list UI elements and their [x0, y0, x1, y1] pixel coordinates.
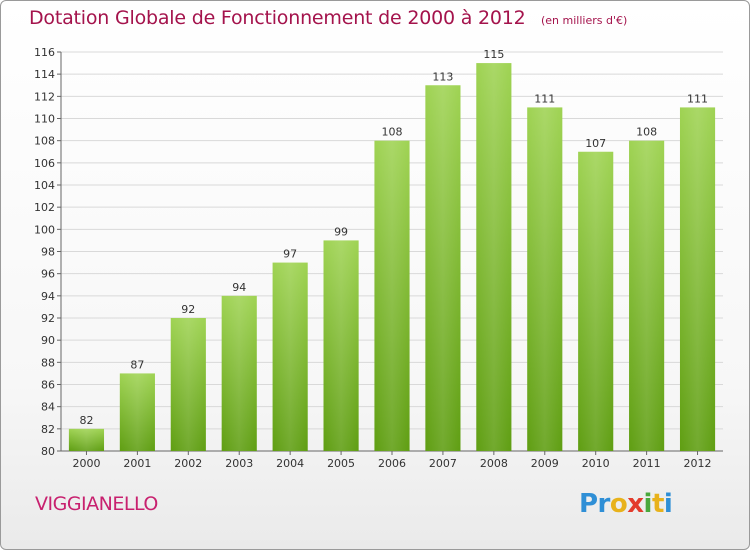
data-label: 82 [79, 414, 93, 427]
data-label: 94 [232, 281, 246, 294]
y-tick-label: 100 [34, 223, 55, 236]
data-label: 99 [334, 225, 348, 238]
x-tick-label: 2003 [225, 457, 253, 470]
bar-highlight [629, 140, 665, 451]
logo-part: i [643, 489, 653, 519]
y-tick-label: 104 [34, 179, 55, 192]
x-tick-label: 2000 [72, 457, 100, 470]
y-tick-label: 80 [41, 445, 55, 458]
data-label: 92 [181, 303, 195, 316]
commune-name: VIGGIANELLO [35, 493, 158, 515]
logo-part: x [627, 489, 644, 519]
y-tick-label: 82 [41, 423, 55, 436]
y-tick-label: 110 [34, 113, 55, 126]
y-tick-label: 108 [34, 135, 55, 148]
x-tick-label: 2008 [480, 457, 508, 470]
y-tick-label: 106 [34, 157, 55, 170]
data-label: 115 [483, 48, 504, 61]
x-tick-label: 2005 [327, 457, 355, 470]
x-tick-label: 2011 [633, 457, 661, 470]
y-tick-label: 114 [34, 68, 55, 81]
proxiti-logo: Proxiti [579, 489, 673, 519]
x-tick-label: 2006 [378, 457, 406, 470]
bar-highlight [68, 428, 105, 451]
data-label: 108 [636, 126, 657, 139]
labels: 80 82 84 86 88 90 92 94 96 98 100 102 104 106 108 110 11… [34, 46, 712, 470]
logo-part: o [609, 489, 628, 519]
logo-part: Pr [579, 489, 610, 519]
y-tick-label: 112 [34, 90, 55, 103]
bar-highlight [221, 295, 257, 451]
chart-title: Dotation Globale de Fonctionnement de 20… [29, 7, 526, 29]
bar-highlight [425, 85, 461, 451]
chart-subtitle: (en milliers d'€) [541, 14, 628, 27]
y-tick-label: 88 [41, 356, 55, 369]
y-tick-label: 86 [41, 379, 55, 392]
y-tick-label: 94 [41, 290, 55, 303]
logo-part: i [663, 489, 673, 519]
bar-highlight [527, 107, 563, 452]
bar-highlight [170, 318, 206, 451]
data-label: 108 [382, 126, 403, 139]
bar-highlight [476, 63, 512, 451]
bar-highlight [374, 140, 410, 451]
bar-highlight [272, 262, 308, 451]
y-tick-label: 102 [34, 201, 55, 214]
data-label: 87 [130, 358, 144, 371]
y-tick-label: 116 [34, 46, 55, 59]
data-label: 107 [585, 137, 606, 150]
data-label: 111 [534, 92, 555, 105]
data-label: 97 [283, 248, 297, 261]
x-tick-label: 2001 [123, 457, 151, 470]
data-label: 113 [432, 70, 453, 83]
bar-highlight [578, 151, 614, 451]
x-tick-label: 2010 [582, 457, 610, 470]
x-tick-label: 2007 [429, 457, 457, 470]
x-tick-label: 2004 [276, 457, 304, 470]
y-tick-label: 84 [41, 401, 55, 414]
data-label: 111 [687, 92, 708, 105]
y-tick-label: 90 [41, 334, 55, 347]
bar-highlight [679, 107, 716, 452]
bars [68, 63, 716, 452]
x-tick-label: 2002 [174, 457, 202, 470]
x-tick-label: 2009 [531, 457, 559, 470]
y-tick-label: 98 [41, 246, 55, 259]
x-tick-label: 2012 [684, 457, 712, 470]
bar-highlight [119, 373, 155, 451]
bar-highlight [323, 240, 359, 451]
y-tick-label: 96 [41, 268, 55, 281]
y-tick-label: 92 [41, 312, 55, 325]
logo-part: t [651, 489, 664, 519]
